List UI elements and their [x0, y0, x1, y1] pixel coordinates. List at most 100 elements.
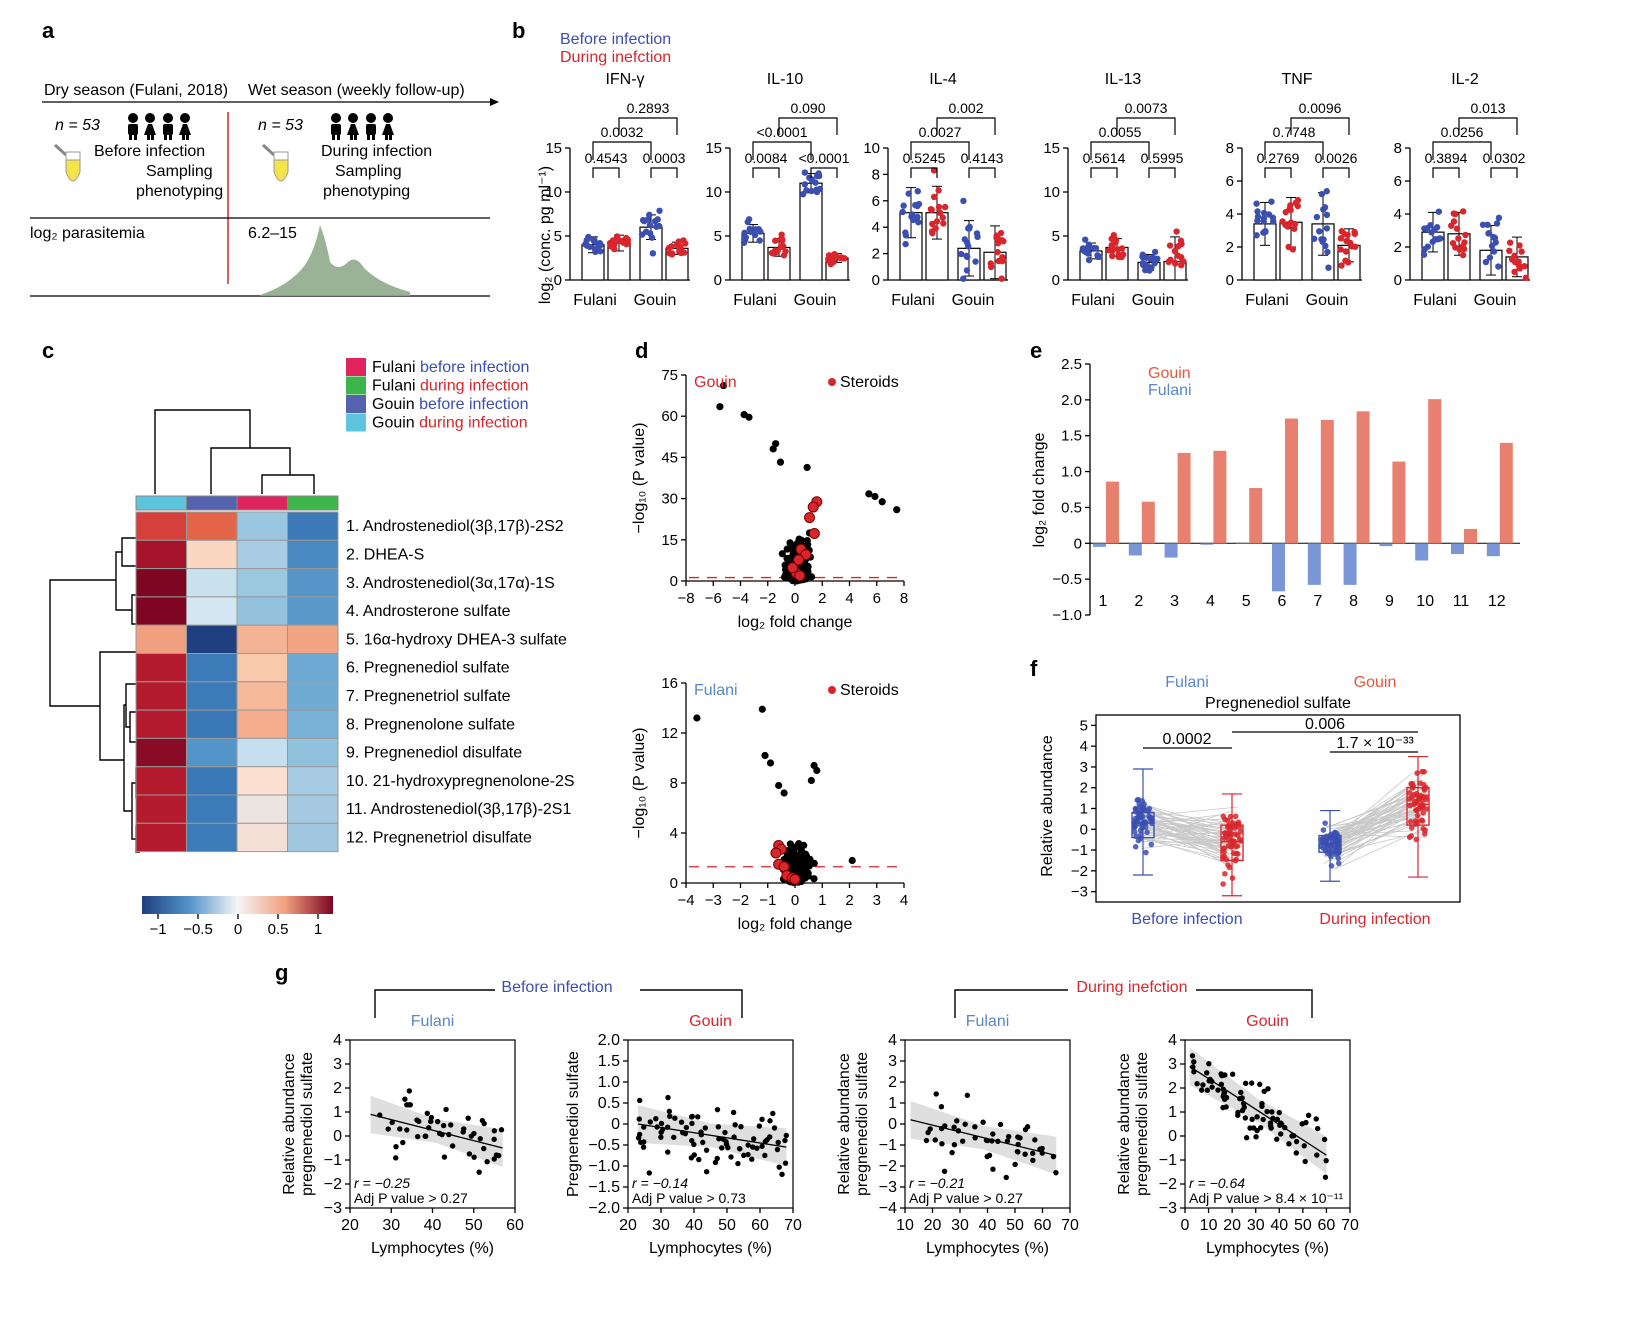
data-point	[990, 1131, 996, 1137]
data-point	[987, 260, 994, 267]
sample-tube-icon	[53, 143, 81, 182]
data-point	[902, 232, 910, 239]
data-point	[1302, 1158, 1308, 1165]
data-point	[443, 1106, 449, 1113]
data-point	[1488, 242, 1496, 250]
legend-label: Gouin before infection	[372, 396, 529, 413]
data-point	[491, 1136, 497, 1143]
heatmap-cell	[287, 681, 339, 711]
data-point	[1108, 247, 1116, 254]
y-axis-label: −log₁₀ (P value)	[631, 423, 648, 534]
data-point	[928, 228, 936, 235]
data-point	[1024, 1124, 1031, 1130]
pair-line	[1328, 811, 1414, 830]
heatmap-cell	[186, 794, 238, 824]
data-point	[1460, 245, 1468, 253]
x-tick-label: 20	[341, 1217, 359, 1234]
data-point	[756, 1123, 763, 1129]
data-point	[1222, 870, 1228, 877]
significance-bracket	[752, 167, 780, 178]
data-point	[997, 1121, 1004, 1128]
data-point	[1276, 1109, 1283, 1116]
steroid-point	[804, 512, 816, 524]
legend-swatch	[346, 358, 366, 376]
data-point	[801, 169, 809, 176]
data-point	[776, 1164, 782, 1170]
p-value: 0.0002	[1163, 731, 1212, 748]
data-point	[1030, 1157, 1036, 1164]
data-point	[1414, 812, 1421, 819]
x-tick-label: −2	[759, 590, 776, 607]
y-tick-label: 6	[1226, 173, 1234, 190]
heatmap-cell	[236, 511, 288, 541]
y-tick-label: 5	[1080, 717, 1088, 734]
y-tick-label: 1	[1080, 801, 1088, 818]
row-label: 10. 21-hydroxypregnenolone-2S	[346, 773, 575, 790]
data-point	[1133, 806, 1139, 812]
panel-b: b Before infection During inefction log₂…	[512, 18, 1530, 309]
y-tick-label: 3	[333, 1056, 342, 1073]
column-group-swatch	[236, 495, 288, 511]
data-point	[1220, 881, 1226, 887]
data-point	[1292, 199, 1299, 207]
data-point	[592, 248, 599, 256]
data-point	[965, 225, 972, 232]
y-tick-label: 1.5	[1061, 428, 1082, 445]
heatmap-cell	[186, 737, 238, 768]
row-label: 5. 16α-hydroxy DHEA-3 sulfate	[346, 631, 567, 648]
data-point	[441, 1154, 448, 1160]
data-point	[780, 789, 788, 797]
data-point	[666, 250, 673, 257]
bar-gouin	[1320, 419, 1334, 544]
y-tick-label: 8	[1226, 140, 1234, 157]
data-point	[1260, 215, 1268, 222]
y-tick-label: 0	[554, 272, 562, 289]
data-point	[1322, 1174, 1329, 1180]
heatmap-cell	[287, 624, 339, 655]
x-group-label: Gouin	[1474, 292, 1517, 309]
data-point	[1221, 1096, 1228, 1102]
data-point	[769, 445, 777, 453]
data-point	[998, 275, 1005, 282]
data-point	[1232, 813, 1239, 820]
n-before: n = 53	[55, 117, 100, 134]
data-point	[712, 1159, 719, 1166]
heatmap-cell	[236, 709, 288, 739]
column-group-swatch	[135, 495, 187, 511]
data-point	[609, 237, 617, 244]
data-point	[772, 237, 779, 244]
heatmap-cell	[135, 822, 187, 853]
data-point	[1085, 241, 1093, 248]
x-tick-label: 60	[1318, 1217, 1336, 1234]
data-point	[735, 1160, 741, 1167]
y-tick-label: 0.5	[1061, 499, 1082, 516]
data-point	[703, 1147, 710, 1153]
phenotyping-label: phenotyping	[323, 183, 410, 200]
data-point	[759, 1143, 765, 1149]
data-point	[1490, 248, 1498, 255]
data-point	[1092, 244, 1100, 252]
x-tick-label: 20	[1223, 1217, 1241, 1234]
data-point	[1265, 1086, 1271, 1092]
bar-gouin	[1356, 411, 1370, 544]
data-point	[936, 209, 944, 217]
y-tick-label: 6	[1394, 173, 1402, 190]
data-point	[1351, 228, 1358, 236]
data-point	[1080, 247, 1088, 255]
data-point	[758, 705, 766, 713]
steroid-point	[793, 554, 805, 566]
data-point	[1253, 1134, 1259, 1140]
cytokine-plot: TNF 0 2 4 6 8 Fulani Gouin 0.2769 0.0026 0.7748 0.0…	[1226, 71, 1362, 309]
data-point	[1516, 242, 1523, 249]
data-point	[1495, 263, 1502, 270]
data-point	[466, 1151, 473, 1157]
data-point	[1450, 210, 1457, 217]
data-point	[1285, 243, 1292, 251]
data-point	[1459, 208, 1467, 215]
data-point	[963, 267, 971, 274]
x-tick-label: 12	[1488, 593, 1506, 610]
data-point	[1238, 1089, 1244, 1096]
x-tick-label: 70	[1061, 1217, 1079, 1234]
